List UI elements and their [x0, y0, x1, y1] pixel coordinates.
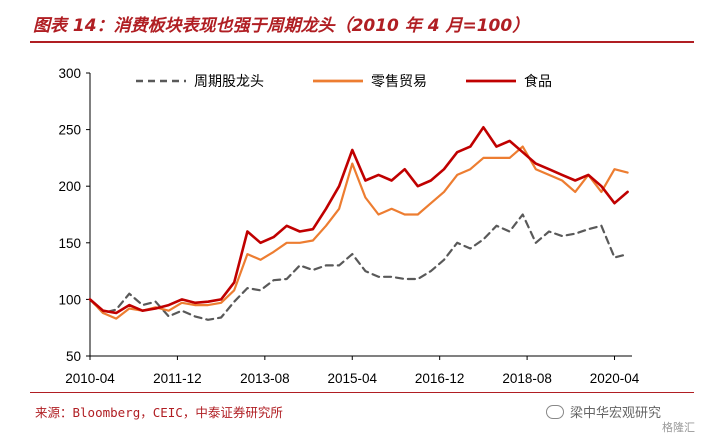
x-tick-label: 2015-04: [327, 371, 377, 386]
y-tick-label: 200: [58, 179, 81, 194]
chart-title: 图表 14：消费板块表现也强于周期龙头（2010 年 4 月=100）: [33, 16, 530, 36]
title-rule: [30, 41, 694, 43]
x-tick-label: 2016-12: [415, 371, 465, 386]
chart-axes: 50 100 150 200 250 300 2010-04 2011-12 2013-08 20…: [58, 66, 639, 386]
y-tick-label: 300: [58, 66, 81, 81]
source-rule: [30, 392, 694, 393]
chart-series: [88, 126, 629, 321]
legend-label: 零售贸易: [371, 74, 427, 90]
series-line: [88, 213, 629, 321]
x-tick-label: 2010-04: [65, 371, 115, 386]
y-tick-label: 50: [66, 349, 81, 364]
legend-label: 食品: [524, 73, 552, 90]
line-chart: 50 100 150 200 250 300 2010-04 2011-12 2013-08 20…: [58, 66, 639, 386]
x-tick-label: 2020-04: [590, 371, 640, 386]
x-tick-label: 2011-12: [153, 371, 202, 386]
x-tick-label: 2018-08: [502, 371, 552, 386]
watermark-label: 梁中华宏观研究: [570, 406, 662, 421]
x-tick-label: 2013-08: [240, 371, 290, 386]
source-note: 来源：Bloomberg，CEIC，中泰证券研究所: [35, 405, 283, 420]
series-line: [88, 126, 629, 315]
y-tick-label: 100: [58, 292, 81, 307]
source-badge: 格隆汇: [662, 421, 695, 434]
series-line: [88, 145, 629, 320]
wechat-icon: [546, 405, 564, 419]
y-tick-label: 150: [58, 236, 81, 251]
y-tick-label: 250: [58, 123, 81, 138]
watermark: 梁中华宏观研究: [546, 402, 661, 421]
chart-legend: 周期股龙头 零售贸易 食品: [136, 73, 552, 90]
legend-label: 周期股龙头: [194, 74, 264, 90]
